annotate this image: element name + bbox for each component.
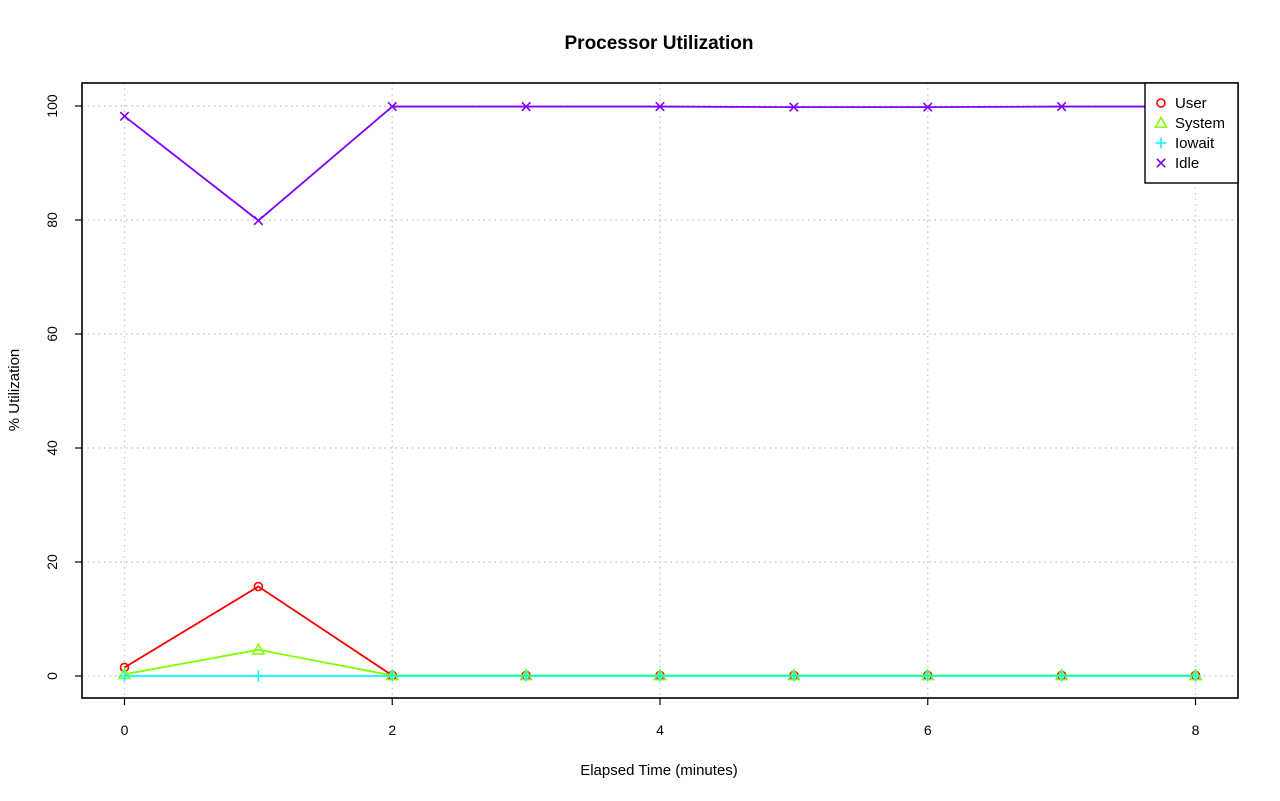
x-tick-label: 4	[656, 722, 664, 738]
data-point-iowait	[520, 670, 532, 682]
y-tick-label: 100	[44, 94, 60, 118]
legend-label-iowait: Iowait	[1175, 135, 1215, 152]
series-line-idle	[123, 105, 1196, 222]
data-point-idle	[922, 102, 933, 112]
data-point-idle	[253, 215, 264, 226]
legend-marker-user	[1156, 98, 1166, 108]
y-tick-label: 80	[44, 212, 60, 228]
legend-marker-system	[1154, 115, 1168, 128]
legend-label-system: System	[1175, 115, 1225, 132]
data-point-idle	[521, 101, 531, 112]
y-axis-label: % Utilization	[6, 349, 23, 432]
data-point-idle	[119, 111, 130, 122]
legend-marker-idle	[1156, 158, 1166, 168]
legend: User System Iowait Idle	[1144, 82, 1239, 184]
series-iowait	[119, 670, 1201, 682]
y-tick-label: 20	[44, 554, 60, 570]
x-tick-label: 0	[121, 722, 129, 738]
data-point-idle	[387, 101, 398, 112]
chart-title: Processor Utilization	[565, 33, 754, 54]
series-line-user	[124, 585, 1196, 677]
legend-marker-iowait	[1155, 137, 1167, 149]
grid-lines	[82, 83, 1238, 698]
x-tick-label: 2	[388, 722, 396, 738]
series-layer	[117, 101, 1203, 682]
data-point-user	[253, 581, 264, 592]
y-tick-label: 60	[44, 326, 60, 342]
y-tick-label: 40	[44, 440, 60, 456]
y-tick-label: 0	[44, 672, 60, 680]
x-axis-label: Elapsed Time (minutes)	[580, 762, 738, 779]
data-point-idle	[789, 102, 799, 112]
data-point-iowait	[1056, 670, 1068, 682]
data-point-iowait	[386, 670, 398, 682]
x-tick-label: 6	[924, 722, 932, 738]
data-point-idle	[1056, 101, 1067, 112]
data-point-iowait	[119, 670, 130, 682]
data-point-iowait	[1190, 670, 1201, 682]
legend-label-user: User	[1175, 95, 1207, 112]
legend-label-idle: Idle	[1175, 155, 1199, 172]
data-point-idle	[655, 101, 665, 112]
data-point-iowait	[654, 670, 666, 682]
data-point-iowait	[252, 670, 264, 682]
data-point-system	[251, 642, 266, 655]
x-tick-label: 8	[1192, 722, 1200, 738]
series-idle	[119, 101, 1201, 226]
data-point-iowait	[922, 670, 934, 682]
data-point-iowait	[788, 670, 800, 682]
series-user	[119, 581, 1201, 681]
